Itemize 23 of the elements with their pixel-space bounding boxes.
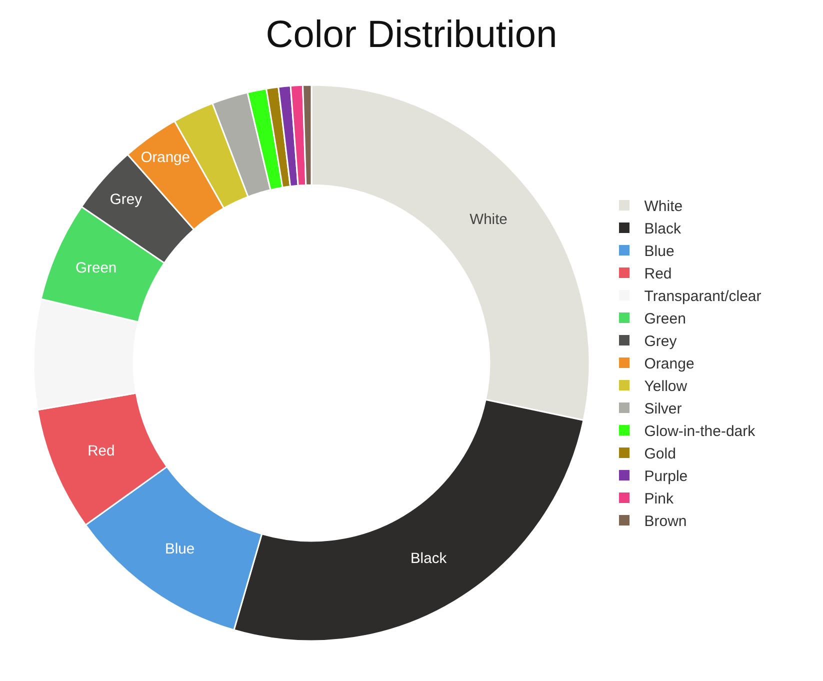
legend-label: Orange [644, 356, 694, 373]
slice-label: White [470, 212, 508, 228]
legend-label: Brown [644, 513, 687, 530]
slice-label: Blue [165, 542, 195, 558]
legend-label: Blue [644, 243, 674, 260]
legend-label: Silver [644, 400, 682, 418]
legend-label: Glow-in-the-dark [644, 423, 756, 440]
slice-label: Green [76, 260, 117, 277]
legend-label: White [644, 198, 683, 216]
slice-label: Black [410, 550, 448, 567]
legend-label: Transparant/clear [644, 288, 762, 306]
slice-label: Orange [140, 150, 190, 166]
legend-label: Purple [644, 468, 688, 486]
legend-label: Black [644, 220, 682, 238]
legend-label: Red [644, 266, 672, 283]
legend-label: Green [644, 310, 686, 328]
slice-label: Grey [110, 192, 143, 208]
legend-label: Yellow [644, 378, 688, 396]
legend-label: Gold [644, 446, 676, 463]
legend-label: Grey [644, 333, 678, 350]
chart-title: Color Distribution [266, 14, 558, 56]
slice-label: Red [88, 443, 115, 460]
legend-label: Pink [644, 490, 674, 508]
